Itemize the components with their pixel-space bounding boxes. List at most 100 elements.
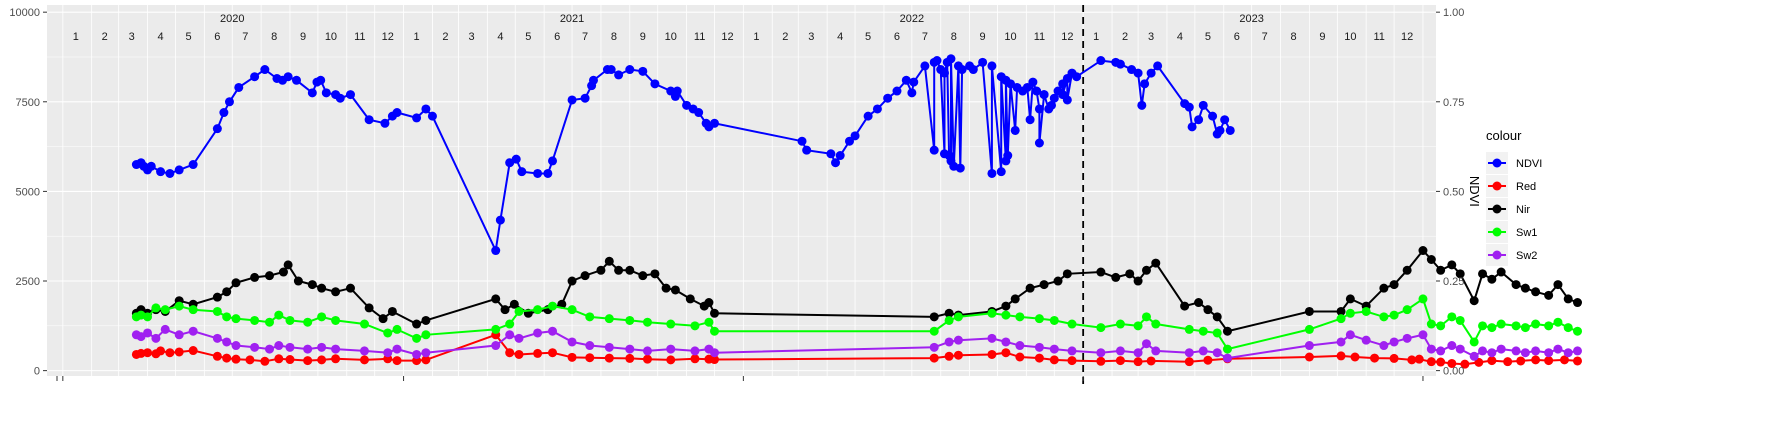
data-point-sw1 (533, 305, 543, 315)
data-point-nir (509, 299, 519, 309)
month-label: 7 (922, 31, 928, 43)
data-point-ndvi (672, 86, 682, 96)
data-point-nir (1531, 287, 1541, 297)
data-point-red (710, 355, 720, 365)
data-point-ndvi (883, 93, 893, 103)
data-point-ndvi (955, 163, 965, 173)
month-label: 4 (497, 31, 503, 43)
legend-title: colour (1486, 128, 1522, 143)
data-point-ndvi (920, 61, 930, 71)
data-point-red (1304, 352, 1314, 362)
data-point-nir (596, 265, 606, 275)
data-point-ndvi (283, 72, 293, 82)
facet-header: 1 2 3 4 5 6 7 8 9 10 11 12 1 2 3 4 5 6 7 8 9 10 11 12 1 2 3 4 5 6 7 8 9 1… (73, 13, 1413, 43)
data-point-red (1370, 353, 1380, 363)
data-point-red (1559, 355, 1569, 365)
data-point-nir (222, 287, 232, 297)
y-right-tick-label: 1.00 (1443, 7, 1464, 19)
data-point-sw1 (331, 315, 341, 325)
data-point-sw2 (1141, 339, 1151, 349)
data-point-sw2 (1426, 344, 1436, 354)
data-point-red (421, 355, 431, 365)
data-point-sw1 (585, 312, 595, 322)
data-point-nir (1426, 255, 1436, 265)
month-label: 12 (1061, 31, 1073, 43)
data-point-ndvi (614, 70, 624, 80)
data-point-sw1 (1418, 294, 1428, 304)
data-point-sw1 (412, 333, 422, 343)
data-point-red (174, 347, 184, 357)
data-point-red (165, 348, 175, 358)
data-point-ndvi (1198, 100, 1208, 110)
data-point-nir (1001, 301, 1011, 311)
data-point-ndvi (1153, 61, 1163, 71)
data-point-nir (1447, 260, 1457, 270)
month-label: 1 (73, 31, 79, 43)
data-point-sw2 (188, 326, 198, 336)
legend-key-point (1492, 227, 1502, 237)
data-point-nir (710, 308, 720, 318)
year-label: 2020 (220, 13, 244, 25)
data-point-sw1 (1115, 319, 1125, 329)
data-point-red (188, 346, 198, 356)
data-point-sw2 (317, 342, 327, 352)
data-point-red (690, 354, 700, 364)
month-label: 11 (354, 31, 365, 43)
data-point-nir (364, 303, 374, 313)
month-label: 5 (1205, 31, 1211, 43)
month-label: 11 (1374, 31, 1385, 43)
data-point-sw2 (1531, 346, 1541, 356)
data-point-ndvi (260, 65, 270, 75)
y-left-tick-label: 2500 (16, 276, 40, 288)
data-point-nir (1151, 258, 1161, 268)
data-point-sw1 (666, 319, 676, 329)
data-point-red (317, 355, 327, 365)
data-point-ndvi (1194, 115, 1204, 125)
data-point-sw2 (151, 333, 161, 343)
data-point-sw2 (212, 333, 222, 343)
data-point-ndvi (694, 108, 704, 118)
data-point-sw2 (1212, 348, 1222, 358)
data-point-sw1 (1345, 308, 1355, 318)
data-point-nir (278, 267, 288, 277)
data-point-sw2 (359, 346, 369, 356)
data-point-nir (1096, 267, 1106, 277)
data-point-ndvi (156, 167, 166, 177)
month-label: 8 (611, 31, 617, 43)
y-left-tick-label: 10000 (9, 7, 40, 19)
data-point-sw2 (1198, 346, 1208, 356)
data-point-nir (1487, 274, 1497, 284)
data-point-sw1 (1184, 324, 1194, 334)
data-point-nir (1418, 246, 1428, 256)
data-point-red (1146, 356, 1156, 366)
data-point-nir (491, 294, 501, 304)
month-label: 8 (1290, 31, 1296, 43)
data-point-ndvi (638, 66, 648, 76)
y-left-tick-label: 0 (34, 366, 40, 378)
data-point-nir (1203, 305, 1213, 315)
data-point-sw2 (412, 349, 422, 359)
data-point-red (1426, 357, 1436, 367)
data-point-sw2 (1487, 348, 1497, 358)
data-point-ndvi (219, 108, 229, 118)
data-point-ndvi (335, 93, 345, 103)
data-point-ndvi (250, 72, 260, 82)
data-point-red (567, 352, 577, 362)
data-point-red (260, 356, 270, 366)
data-point-nir (1025, 283, 1035, 293)
legend-label: Sw1 (1516, 227, 1537, 239)
data-point-ndvi (946, 54, 956, 64)
data-point-ndvi (987, 168, 997, 178)
legend-key-point (1492, 181, 1502, 191)
data-point-ndvi (1220, 115, 1230, 125)
data-point-red (359, 355, 369, 365)
data-point-ndvi (831, 158, 841, 168)
data-point-sw2 (1361, 335, 1371, 345)
data-point-sw1 (604, 314, 614, 324)
data-point-sw1 (383, 328, 393, 338)
data-point-red (929, 353, 939, 363)
data-point-sw2 (642, 346, 652, 356)
data-point-ndvi (892, 86, 902, 96)
data-point-red (642, 354, 652, 364)
month-label: 10 (1344, 31, 1356, 43)
